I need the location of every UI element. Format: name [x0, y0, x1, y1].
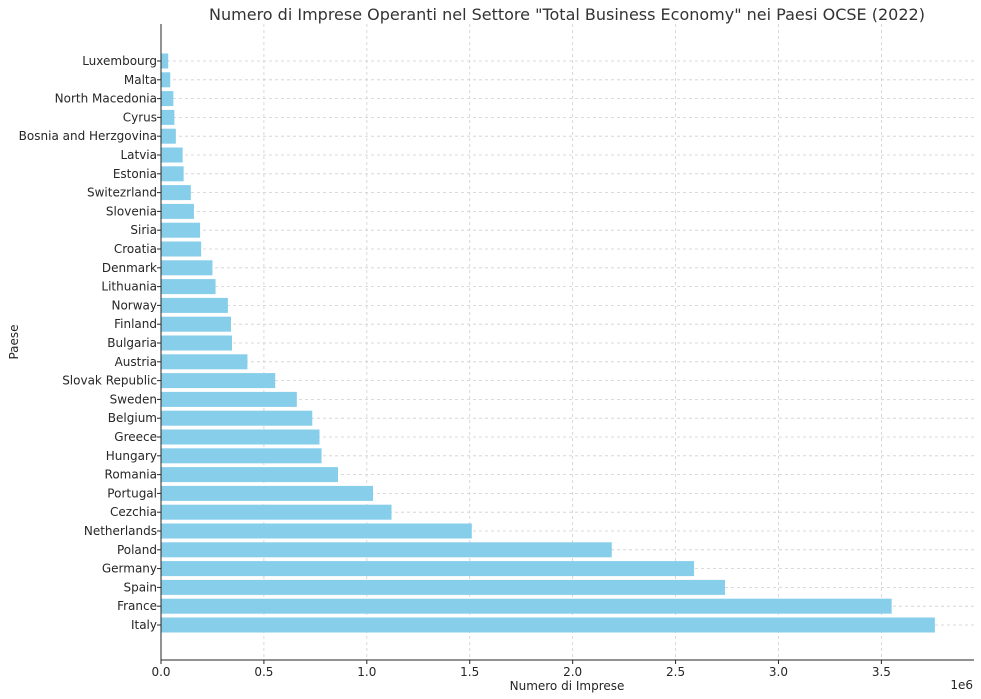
y-tick-label: Greece — [114, 430, 157, 444]
bar — [161, 429, 320, 445]
y-axis-ticks: Italy France Spain Germany Poland Netherlands… — [19, 54, 161, 632]
y-tick-label: Malta — [124, 73, 157, 87]
y-tick-label: Siria — [130, 223, 157, 237]
bar — [161, 561, 695, 577]
y-tick-label: Switezrland — [87, 186, 157, 200]
y-tick-label: Portugal — [107, 486, 157, 500]
bar — [161, 617, 935, 633]
bar — [161, 485, 373, 501]
y-tick-label: Romania — [105, 468, 157, 482]
y-tick-label: Belgium — [108, 411, 157, 425]
bar — [161, 579, 725, 595]
y-tick-label: Germany — [102, 562, 157, 576]
y-tick-label: Poland — [117, 543, 157, 557]
y-tick-label: Italy — [131, 618, 157, 632]
y-tick-label: Estonia — [113, 167, 157, 181]
x-axis-ticks: 0.0 0.5 1.0 1.5 2.0 2.5 3.0 3.5 — [151, 660, 891, 679]
bar — [161, 222, 201, 238]
bar — [161, 542, 612, 558]
bar — [161, 297, 228, 313]
y-tick-label: Netherlands — [84, 524, 157, 538]
bar — [161, 467, 339, 483]
bar — [161, 147, 183, 163]
bar — [161, 354, 248, 370]
y-tick-label: Spain — [123, 580, 157, 594]
y-tick-label: Croatia — [114, 242, 157, 256]
bar — [161, 53, 169, 69]
y-tick-label: Cezchia — [110, 505, 157, 519]
x-tick-label: 3.5 — [872, 665, 891, 679]
bar — [161, 523, 472, 539]
x-tick-label: 0.5 — [254, 665, 273, 679]
y-tick-label: Lithuania — [101, 280, 157, 294]
y-tick-label: Luxembourg — [82, 54, 157, 68]
y-tick-label: Bulgaria — [107, 336, 157, 350]
y-tick-label: Finland — [114, 317, 157, 331]
y-tick-label: North Macedonia — [55, 92, 157, 106]
bar — [161, 128, 176, 144]
bar — [161, 316, 231, 332]
bar — [161, 391, 297, 407]
x-axis-label: Numero di Imprese — [510, 679, 625, 693]
bar — [161, 185, 191, 201]
bar — [161, 373, 276, 389]
bars — [161, 53, 935, 633]
bar — [161, 166, 184, 182]
bar — [161, 410, 313, 426]
x-tick-label: 1.5 — [460, 665, 479, 679]
y-tick-label: Hungary — [106, 449, 157, 463]
bar — [161, 448, 322, 464]
y-axis-label: Paese — [7, 324, 21, 359]
bar — [161, 335, 233, 351]
bar — [161, 504, 392, 520]
bar — [161, 260, 213, 276]
y-tick-label: Sweden — [110, 392, 157, 406]
y-tick-label: Slovenia — [106, 204, 157, 218]
x-axis-offset-text: 1e6 — [950, 678, 973, 692]
bar — [161, 203, 194, 219]
bar — [161, 91, 174, 107]
x-tick-label: 1.0 — [357, 665, 376, 679]
x-tick-label: 2.0 — [563, 665, 582, 679]
y-tick-label: Slovak Republic — [62, 374, 157, 388]
y-tick-label: Austria — [115, 355, 157, 369]
x-tick-label: 0.0 — [151, 665, 170, 679]
y-tick-label: Norway — [111, 298, 157, 312]
y-tick-label: Cyrus — [123, 110, 157, 124]
bar — [161, 109, 175, 125]
bar — [161, 279, 216, 295]
y-tick-label: Latvia — [120, 148, 157, 162]
bar — [161, 241, 202, 257]
y-tick-label: Bosnia and Herzgovina — [19, 129, 157, 143]
x-tick-label: 3.0 — [769, 665, 788, 679]
y-tick-label: France — [117, 599, 157, 613]
chart-title: Numero di Imprese Operanti nel Settore "… — [209, 5, 925, 24]
bar — [161, 598, 892, 614]
bar — [161, 72, 171, 88]
y-tick-label: Denmark — [102, 261, 157, 275]
x-tick-label: 2.5 — [666, 665, 685, 679]
